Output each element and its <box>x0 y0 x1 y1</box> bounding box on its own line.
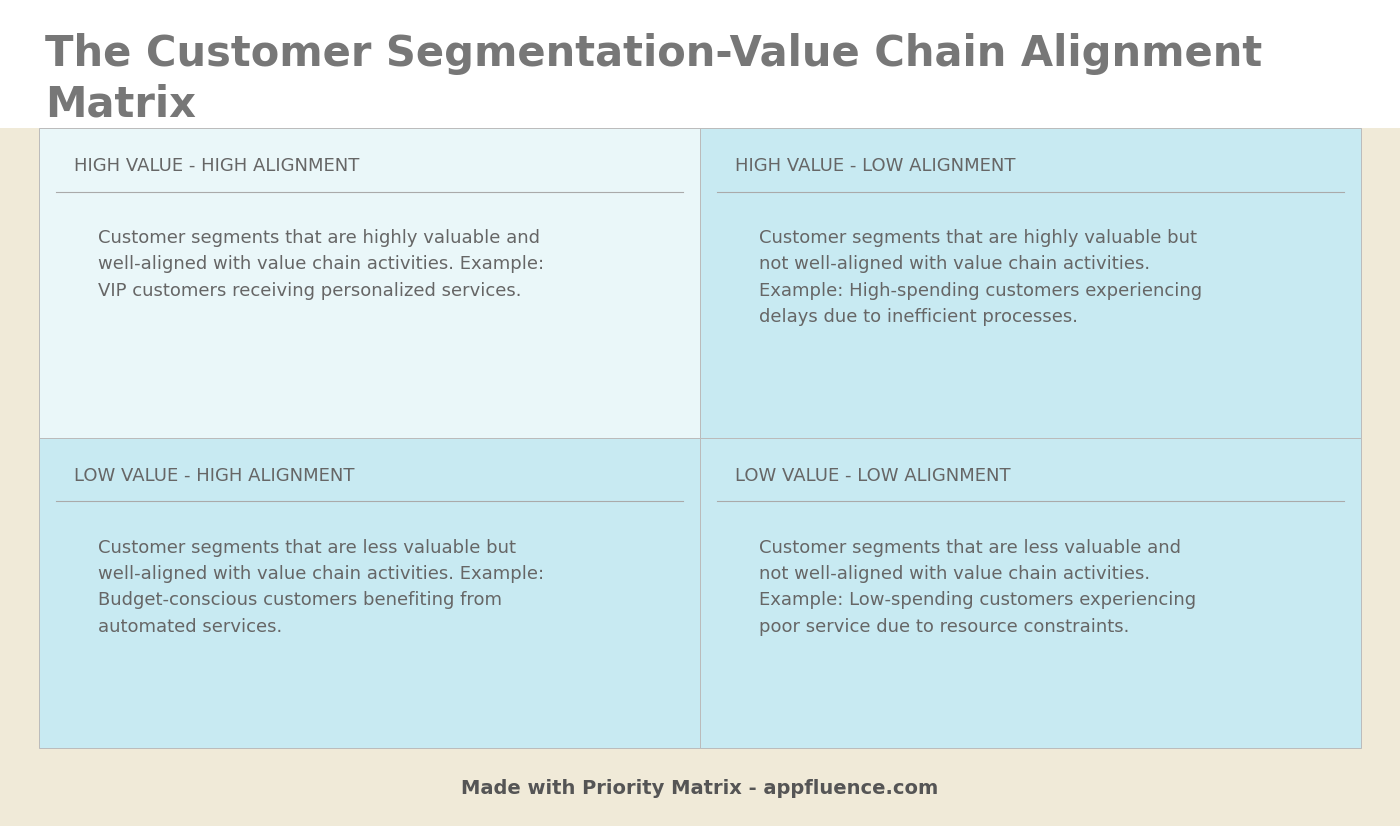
Text: HIGH VALUE - LOW ALIGNMENT: HIGH VALUE - LOW ALIGNMENT <box>735 157 1015 175</box>
FancyBboxPatch shape <box>700 128 1361 438</box>
Text: Made with Priority Matrix - appfluence.com: Made with Priority Matrix - appfluence.c… <box>462 779 938 799</box>
Text: The Customer Segmentation-Value Chain Alignment
Matrix: The Customer Segmentation-Value Chain Al… <box>45 33 1261 126</box>
Text: LOW VALUE - HIGH ALIGNMENT: LOW VALUE - HIGH ALIGNMENT <box>74 467 354 485</box>
Text: Customer segments that are less valuable and
not well-aligned with value chain a: Customer segments that are less valuable… <box>759 539 1196 636</box>
Text: Customer segments that are highly valuable and
well-aligned with value chain act: Customer segments that are highly valuab… <box>98 229 545 300</box>
FancyBboxPatch shape <box>0 0 1400 128</box>
Text: LOW VALUE - LOW ALIGNMENT: LOW VALUE - LOW ALIGNMENT <box>735 467 1011 485</box>
Text: Customer segments that are less valuable but
well-aligned with value chain activ: Customer segments that are less valuable… <box>98 539 545 636</box>
FancyBboxPatch shape <box>39 438 700 748</box>
FancyBboxPatch shape <box>700 438 1361 748</box>
FancyBboxPatch shape <box>39 128 700 438</box>
Text: HIGH VALUE - HIGH ALIGNMENT: HIGH VALUE - HIGH ALIGNMENT <box>74 157 360 175</box>
Text: Customer segments that are highly valuable but
not well-aligned with value chain: Customer segments that are highly valuab… <box>759 229 1203 326</box>
